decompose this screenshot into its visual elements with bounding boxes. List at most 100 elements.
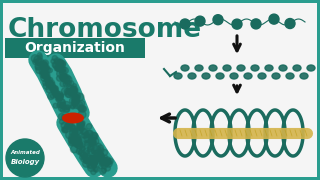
Circle shape — [73, 94, 80, 101]
Circle shape — [62, 67, 68, 74]
Circle shape — [88, 144, 94, 150]
Circle shape — [69, 87, 76, 95]
Circle shape — [101, 156, 105, 161]
Circle shape — [105, 161, 109, 165]
Circle shape — [56, 66, 60, 70]
Circle shape — [49, 77, 52, 82]
Circle shape — [51, 87, 57, 93]
Ellipse shape — [307, 65, 315, 71]
Circle shape — [35, 62, 43, 70]
Circle shape — [41, 74, 49, 82]
Circle shape — [74, 92, 80, 99]
Circle shape — [56, 62, 62, 68]
Circle shape — [213, 15, 223, 25]
Circle shape — [62, 76, 70, 84]
Circle shape — [195, 16, 205, 26]
Ellipse shape — [244, 73, 252, 79]
Circle shape — [64, 88, 70, 94]
Ellipse shape — [230, 73, 238, 79]
Ellipse shape — [265, 65, 273, 71]
Circle shape — [74, 104, 78, 109]
Circle shape — [81, 157, 85, 162]
Circle shape — [105, 165, 110, 171]
Circle shape — [62, 127, 68, 133]
Circle shape — [56, 94, 60, 98]
Circle shape — [88, 137, 94, 143]
Ellipse shape — [237, 65, 245, 71]
Circle shape — [60, 119, 64, 124]
Ellipse shape — [216, 73, 224, 79]
Circle shape — [103, 160, 109, 166]
Circle shape — [73, 98, 78, 104]
Circle shape — [71, 104, 75, 108]
Circle shape — [60, 75, 65, 81]
Circle shape — [84, 158, 89, 163]
Circle shape — [72, 141, 77, 146]
Circle shape — [52, 56, 57, 61]
Circle shape — [91, 159, 98, 166]
Circle shape — [63, 75, 70, 81]
Circle shape — [57, 60, 64, 67]
Circle shape — [55, 59, 60, 65]
Ellipse shape — [209, 65, 217, 71]
Circle shape — [46, 80, 53, 87]
Circle shape — [103, 155, 108, 159]
Circle shape — [88, 160, 93, 165]
Circle shape — [100, 168, 106, 174]
Circle shape — [52, 62, 58, 68]
Circle shape — [89, 140, 96, 147]
Circle shape — [94, 161, 98, 165]
Ellipse shape — [272, 73, 280, 79]
Text: Biology: Biology — [10, 159, 40, 165]
Circle shape — [78, 124, 85, 130]
Circle shape — [69, 129, 77, 136]
Circle shape — [84, 153, 88, 157]
Circle shape — [81, 129, 87, 135]
Circle shape — [83, 159, 87, 163]
Circle shape — [53, 91, 59, 97]
Circle shape — [89, 155, 94, 159]
Circle shape — [80, 144, 84, 148]
Circle shape — [89, 140, 95, 146]
Circle shape — [84, 150, 90, 156]
Circle shape — [78, 105, 86, 112]
Circle shape — [99, 157, 105, 163]
Ellipse shape — [66, 114, 80, 122]
Circle shape — [70, 87, 78, 95]
Circle shape — [88, 163, 93, 169]
Circle shape — [105, 160, 112, 167]
Ellipse shape — [258, 73, 266, 79]
Circle shape — [52, 89, 57, 94]
Circle shape — [58, 59, 63, 64]
Circle shape — [67, 86, 75, 93]
Circle shape — [96, 143, 101, 148]
Circle shape — [99, 148, 104, 153]
Circle shape — [44, 66, 49, 71]
Ellipse shape — [188, 73, 196, 79]
Circle shape — [54, 58, 60, 64]
Circle shape — [101, 162, 108, 169]
Text: Organization: Organization — [25, 41, 125, 55]
Circle shape — [56, 67, 60, 71]
Circle shape — [61, 88, 68, 95]
FancyBboxPatch shape — [3, 3, 317, 177]
Circle shape — [36, 58, 44, 66]
Circle shape — [180, 19, 190, 29]
Circle shape — [60, 74, 66, 80]
Circle shape — [81, 106, 86, 112]
Circle shape — [60, 69, 66, 76]
Circle shape — [66, 122, 73, 128]
Circle shape — [79, 100, 85, 106]
Circle shape — [57, 66, 62, 70]
Circle shape — [76, 141, 82, 147]
Circle shape — [70, 87, 76, 93]
Circle shape — [81, 121, 85, 125]
Circle shape — [40, 61, 46, 68]
Circle shape — [38, 55, 43, 59]
Circle shape — [6, 139, 44, 177]
Circle shape — [37, 53, 42, 57]
Circle shape — [75, 101, 83, 109]
Circle shape — [60, 103, 64, 107]
Ellipse shape — [174, 73, 182, 79]
Circle shape — [269, 14, 279, 24]
